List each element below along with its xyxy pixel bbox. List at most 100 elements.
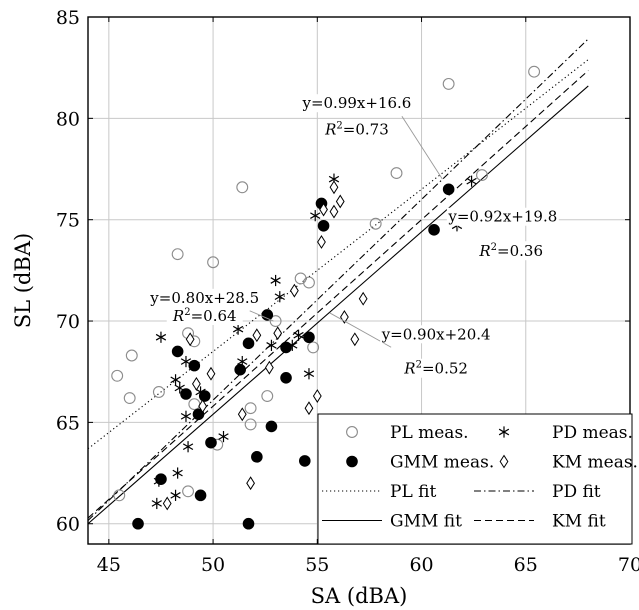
point-gmm-meas [303,331,315,344]
point-gmm-meas [188,359,201,372]
asterisk-stroke [293,331,304,339]
point-pd-meas [270,274,281,287]
asterisk-stroke [328,175,340,183]
asterisk-stroke [180,412,192,420]
legend-symbol [346,426,358,438]
point-gmm-meas [442,183,455,196]
x-axis-label: SA (dBA) [311,584,408,608]
point-km-meas [335,194,345,209]
point-pl-meas [528,65,541,78]
point-pd-meas [218,430,229,443]
point-pd-meas [466,175,477,187]
asterisk-stroke [172,469,183,477]
point-gmm-meas [234,363,246,376]
point-gmm-meas [205,436,217,449]
annotation-pointer [249,310,274,322]
legend-label: KM meas. [552,453,638,473]
asterisk-stroke [466,177,477,185]
point-pd-meas [151,497,162,510]
y-tick-label: 65 [56,412,80,434]
point-km-meas [252,328,262,343]
point-gmm-meas [298,455,311,467]
legend-label: PD fit [552,482,601,502]
point-gmm-meas [428,224,440,236]
asterisk-stroke [155,333,167,341]
x-tick-label: 50 [201,554,225,576]
asterisk-stroke [498,428,510,436]
annotation-background [380,325,493,344]
point-pl-meas [369,217,382,230]
point-gmm-meas [280,371,292,384]
point-pl-meas [188,398,201,411]
point-pd-meas [155,331,167,343]
x-tick-label: 65 [514,554,538,576]
point-km-meas [317,235,326,249]
legend-symbol [346,455,358,468]
point-gmm-meas [251,451,263,463]
asterisk-stroke [237,358,248,365]
annotation-equation: y=0.99x+16.6 [301,94,411,112]
legend-symbol [499,454,509,469]
fit-line-gmm-fit [87,85,589,525]
legend-box [317,413,633,545]
fit-line-km-fit [87,70,589,519]
annotation-r2: R2=0.73 [324,121,389,139]
x-tick-label: 45 [97,554,121,576]
fit-line-pl-fit [87,59,589,450]
point-km-meas [312,389,322,403]
legend-symbol [498,426,510,438]
point-pl-meas [476,169,488,182]
point-pd-meas [310,210,321,222]
annotation-r2: R2=0.52 [403,360,468,378]
point-pl-meas [244,402,257,415]
point-gmm-meas [192,408,205,421]
point-km-meas [350,332,360,347]
point-pl-meas [303,276,315,289]
point-gmm-meas [242,517,255,530]
annotations: y=0.99x+16.6 R2=0.73 y=0.92x+19.8 R2=0.36 y=… [148,94,559,378]
annotation-r2-background [398,358,475,378]
point-gmm-meas [242,337,255,350]
point-km-meas [162,496,172,511]
legend-label: KM fit [552,512,606,532]
point-km-meas [319,202,328,217]
point-pd-meas [232,323,244,335]
annotation-equation: y=0.80x+28.5 [149,289,259,307]
point-km-meas [304,401,314,416]
annotation-background [148,288,261,307]
point-gmm-meas [194,489,207,502]
annotation-r2-background [318,119,395,139]
point-pl-meas [307,341,320,354]
point-pd-meas [182,441,194,453]
point-pl-meas [152,386,165,398]
annotation-equation: y=0.90x+20.4 [381,325,491,343]
point-pd-meas [293,329,304,341]
point-km-meas [185,332,195,347]
point-km-meas [198,399,208,414]
point-pl-meas [123,392,136,405]
legend: PL meas. PD meas. GMM meas. KM meas. PL fit P… [317,413,638,545]
asterisk-stroke [151,500,162,507]
point-km-meas [206,366,216,381]
y-tick-label: 85 [56,7,80,29]
asterisk-stroke [182,443,194,451]
annotation-background [446,207,559,226]
point-pl-meas [207,256,220,269]
annotation-equation: y=0.92x+19.8 [447,208,557,226]
point-gmm-meas [317,219,330,232]
legend-label: GMM meas. [390,453,494,473]
point-pl-meas [113,489,126,502]
point-gmm-meas [155,473,167,485]
asterisk-stroke [232,325,244,333]
point-km-meas [273,326,283,341]
annotation-r2-background [473,241,550,261]
point-gmm-meas [132,517,144,530]
legend-label: GMM fit [390,512,462,532]
point-km-meas [237,407,247,422]
asterisk-stroke [303,370,315,378]
data-points [111,65,541,530]
asterisk-stroke [170,492,181,499]
point-km-meas [329,180,339,195]
point-km-meas [264,360,274,375]
